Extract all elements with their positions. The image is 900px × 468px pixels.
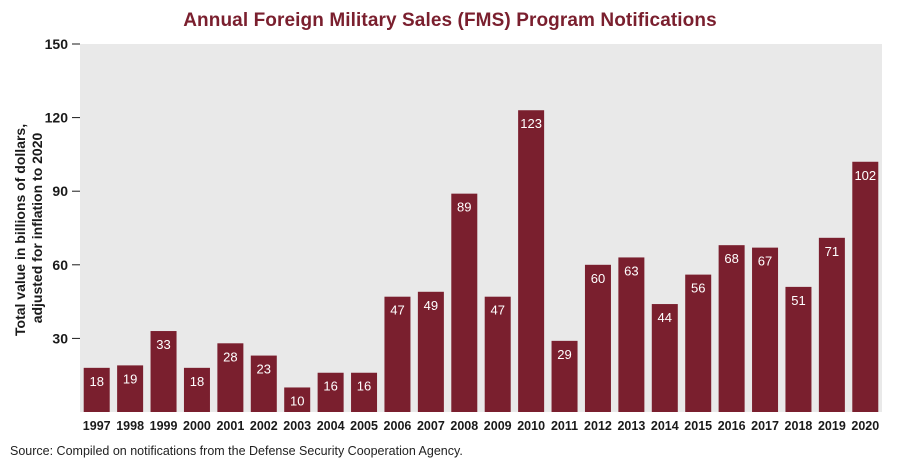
bar-value-label-2003: 10 [290,393,304,408]
bar-value-label-1999: 33 [156,337,170,352]
x-tick-label-2005: 2005 [350,419,378,433]
x-tick-label-2006: 2006 [384,419,412,433]
bar-value-label-2020: 102 [854,168,876,183]
x-tick-label-2011: 2011 [551,419,578,433]
x-tick-label-1998: 1998 [116,419,144,433]
y-axis-title-line-1: Total value in billions of dollars, [12,124,28,336]
y-tick-label-150: 150 [45,36,69,52]
x-tick-label-2004: 2004 [317,419,345,433]
bar-value-label-2014: 44 [658,310,672,325]
bar-1998 [117,365,144,412]
bar-value-labels: 18 19 33 18 28 23 10 16 16 47 49 89 47 123 29 60 63 44 56 6… [89,116,876,408]
x-tick-label-1997: 1997 [83,419,111,433]
y-axis-title-line-2: adjusted for inflation to 2020 [29,133,45,324]
bar-2006 [384,296,411,412]
bar-2019 [818,237,845,412]
y-tick-label-90: 90 [52,183,68,199]
x-axis: 1997 1998 1999 2000 2001 2002 2003 2004 2005 2006… [83,419,879,433]
x-tick-label-2016: 2016 [718,419,746,433]
bar-value-label-2018: 51 [791,293,805,308]
bar-value-label-2005: 16 [357,379,371,394]
y-tick-label-60: 60 [52,257,68,273]
bar-value-label-1998: 19 [123,371,137,386]
bar-2012 [584,264,611,412]
bar-value-label-2011: 29 [557,347,571,362]
bar-2015 [685,274,712,412]
bar-2005 [351,372,378,412]
bar-2016 [718,245,745,412]
bar-value-label-2007: 49 [424,298,438,313]
bar-2002 [250,355,277,412]
source-note: Source: Compiled on notifications from t… [10,444,463,458]
plot-background [80,44,882,412]
bar-value-label-2015: 56 [691,281,705,296]
x-tick-label-2009: 2009 [484,419,512,433]
x-tick-label-2018: 2018 [785,419,813,433]
bar-value-label-2006: 47 [390,303,404,318]
bar-value-label-2000: 18 [190,374,204,389]
x-tick-label-2020: 2020 [851,419,879,433]
x-tick-label-2000: 2000 [183,419,211,433]
bar-value-label-2013: 63 [624,263,638,278]
bar-value-label-2016: 68 [724,251,738,266]
bar-value-label-2017: 67 [758,254,772,269]
chart-title: Annual Foreign Military Sales (FMS) Prog… [183,10,717,31]
bar-2000 [183,367,210,412]
bar-2011 [551,340,578,412]
bar-1999 [150,331,177,412]
bar-value-label-1997: 18 [89,374,103,389]
x-tick-label-2010: 2010 [517,419,545,433]
bars [83,110,879,413]
bar-2017 [752,247,779,412]
x-tick-label-2014: 2014 [651,419,679,433]
y-tick-label-30: 30 [52,330,68,346]
x-tick-label-2015: 2015 [684,419,712,433]
bar-2013 [618,257,645,412]
bar-1997 [83,367,110,412]
bar-2020 [852,161,879,412]
bar-2008 [451,193,478,412]
x-tick-label-2007: 2007 [417,419,445,433]
bar-value-label-2004: 16 [323,379,337,394]
bar-2010 [518,110,545,413]
bar-2018 [785,286,812,412]
bar-2003 [284,387,311,412]
y-tick-label-120: 120 [45,110,69,126]
bar-value-label-2010: 123 [520,116,542,131]
x-tick-label-2008: 2008 [450,419,478,433]
bar-2004 [317,372,344,412]
bar-2001 [217,343,244,412]
x-tick-label-2003: 2003 [283,419,311,433]
x-tick-label-2012: 2012 [584,419,612,433]
bar-value-label-2001: 28 [223,349,237,364]
bar-value-label-2002: 23 [257,362,271,377]
x-tick-label-2002: 2002 [250,419,278,433]
bar-value-label-2012: 60 [591,271,605,286]
x-tick-label-2017: 2017 [751,419,779,433]
bar-value-label-2009: 47 [490,303,504,318]
bar-2007 [417,291,444,412]
y-axis-title: Total value in billions of dollars, adju… [12,120,45,336]
bar-2014 [651,304,678,412]
x-tick-label-2001: 2001 [216,419,244,433]
bar-2009 [484,296,511,412]
bar-value-label-2008: 89 [457,200,471,215]
x-tick-label-2019: 2019 [818,419,846,433]
x-tick-label-2013: 2013 [617,419,645,433]
bar-value-label-2019: 71 [825,244,839,259]
y-axis: 30 60 90 120 150 [45,36,80,346]
x-tick-label-1999: 1999 [150,419,178,433]
